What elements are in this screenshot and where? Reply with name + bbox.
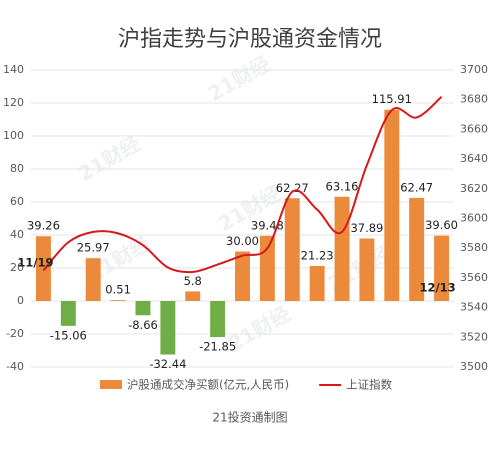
data-label: 63.16 — [326, 179, 359, 193]
bar — [160, 301, 176, 355]
bar — [284, 198, 300, 301]
bar — [210, 301, 226, 338]
line — [42, 95, 443, 274]
data-label: 0.51 — [105, 283, 131, 297]
y2-tick-label: 3660 — [460, 122, 488, 135]
y-tick-label: 20 — [10, 261, 24, 274]
bar — [60, 301, 76, 326]
y2-tick-label: 3500 — [460, 360, 488, 373]
data-label: 39.60 — [425, 218, 458, 232]
y2-tick-label: 3560 — [460, 271, 488, 284]
data-label: 30.00 — [226, 234, 259, 248]
bar — [334, 196, 350, 301]
bar — [185, 291, 201, 301]
y2-tick-label: 3600 — [460, 212, 488, 225]
bar — [309, 265, 325, 301]
data-label: 62.47 — [400, 180, 433, 194]
data-label: 115.91 — [372, 92, 412, 106]
bar — [110, 300, 126, 301]
y2-tick-label: 3580 — [460, 241, 488, 254]
watermark: 21财经 — [204, 51, 275, 106]
bar — [359, 238, 375, 301]
data-label: 21.23 — [301, 248, 334, 262]
data-label: 37.89 — [350, 221, 383, 235]
data-label: -21.85 — [199, 340, 236, 354]
data-label: 39.26 — [27, 219, 60, 233]
bar — [384, 109, 400, 301]
data-label: -8.66 — [128, 318, 158, 332]
y-tick-label: 100 — [3, 129, 24, 142]
legend-label: 沪股通成交净买额(亿元,人民币) — [127, 378, 289, 392]
x-label: 11/19 — [17, 256, 53, 270]
y-tick-label: 40 — [10, 228, 24, 241]
data-label: 25.97 — [77, 241, 110, 255]
bar — [235, 251, 250, 301]
y-tick-label: -20 — [6, 327, 24, 340]
watermark: 21财经 — [324, 241, 395, 296]
bar — [409, 197, 425, 301]
bar — [35, 236, 51, 301]
data-label: 5.8 — [184, 274, 202, 288]
legend-label: 上证指数 — [346, 378, 392, 392]
y-tick-label: 80 — [10, 162, 24, 175]
chart-title: 沪指走势与沪股通资金情况 — [118, 27, 382, 52]
footer: 21投资通制图 — [212, 410, 287, 425]
y-tick-label: 140 — [3, 63, 24, 76]
y2-tick-label: 3700 — [460, 63, 488, 76]
y2-tick-label: 3620 — [460, 182, 488, 195]
bar — [259, 235, 275, 301]
y2-tick-label: 3520 — [460, 330, 488, 343]
data-label: -15.06 — [50, 328, 87, 342]
y2-tick-label: 3540 — [460, 301, 488, 314]
y-tick-label: -40 — [6, 360, 24, 373]
watermark: 21财经 — [74, 131, 145, 186]
bar — [434, 235, 450, 301]
y2-tick-label: 3680 — [460, 93, 488, 106]
y-tick-label: 120 — [3, 96, 24, 109]
bar — [85, 258, 101, 301]
bar — [135, 301, 151, 316]
y2-tick-label: 3640 — [460, 152, 488, 165]
data-label: -32.44 — [149, 357, 186, 371]
x-label: 12/13 — [419, 281, 455, 295]
y-tick-label: 60 — [10, 195, 24, 208]
y-tick-label: 0 — [17, 294, 24, 307]
legend-swatch — [100, 380, 122, 389]
